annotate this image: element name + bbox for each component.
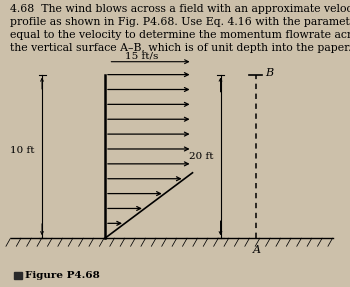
Text: 10 ft: 10 ft <box>10 146 35 155</box>
Bar <box>14 272 22 279</box>
Text: 4.68  The wind blows across a field with an approximate velocity
profile as show: 4.68 The wind blows across a field with … <box>10 4 350 53</box>
Text: B: B <box>265 68 273 78</box>
Text: 20 ft: 20 ft <box>189 152 213 161</box>
Text: Figure P4.68: Figure P4.68 <box>25 271 100 280</box>
Text: A: A <box>253 245 261 255</box>
Text: 15 ft/s: 15 ft/s <box>125 51 159 60</box>
